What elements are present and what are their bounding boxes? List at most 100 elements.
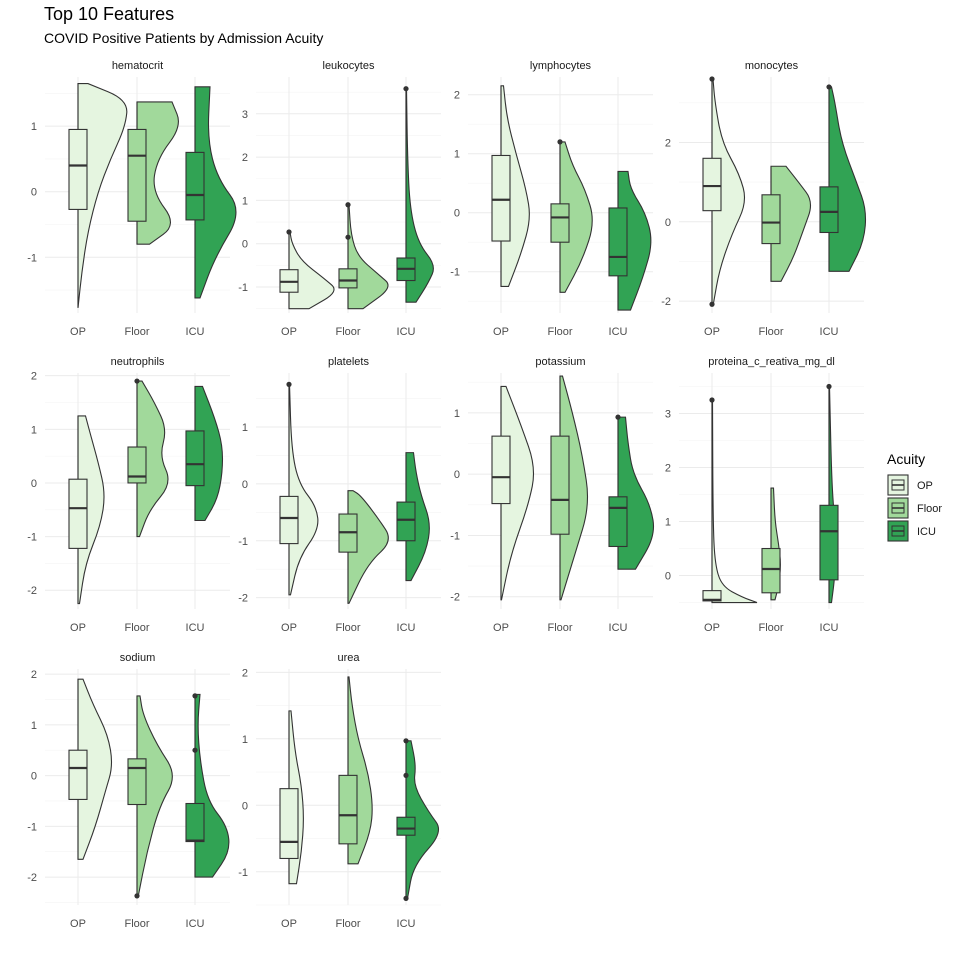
panel-title: urea (337, 652, 360, 664)
group-floor (127, 378, 169, 538)
group-icu (396, 738, 440, 901)
group-op (279, 381, 319, 596)
y-tick-label: -2 (661, 296, 671, 308)
legend-label: Floor (917, 503, 942, 515)
chart-title: Top 10 Features (44, 4, 174, 24)
y-tick-label: 2 (242, 667, 248, 679)
y-tick-label: 0 (31, 187, 37, 199)
box (68, 128, 88, 210)
panel-lymphocytes: lymphocytes -1 0 1 2 OP Floor ICU (450, 60, 653, 338)
box (702, 157, 722, 212)
y-tick-label: 3 (242, 109, 248, 121)
group-icu (185, 86, 237, 299)
facet-panels: hematocrit -1 0 1 OP Floor ICU leukocytes -1 0 1 2 3… (27, 60, 867, 930)
x-tick-label: ICU (397, 918, 416, 930)
legend-label: ICU (917, 526, 936, 538)
group-floor (127, 695, 173, 899)
x-tick-label: Floor (335, 326, 360, 338)
box (491, 435, 511, 505)
panel-title: hematocrit (112, 60, 163, 72)
outlier-point (286, 381, 292, 387)
violin (347, 490, 389, 604)
x-tick-label: ICU (186, 326, 205, 338)
y-tick-label: 1 (242, 422, 248, 434)
violin (711, 78, 746, 304)
panel-title: neutrophils (111, 356, 165, 368)
group-op (68, 83, 128, 308)
y-tick-label: 0 (665, 571, 671, 583)
box (550, 435, 570, 535)
x-tick-label: OP (704, 622, 720, 634)
y-tick-label: 0 (242, 239, 248, 251)
y-tick-label: 0 (665, 217, 671, 229)
group-icu (185, 385, 224, 522)
violin (194, 86, 237, 299)
y-tick-label: 3 (665, 409, 671, 421)
violin (711, 399, 758, 604)
violin (136, 695, 173, 898)
box (819, 504, 839, 581)
group-op (279, 229, 335, 310)
outlier-point (192, 693, 198, 699)
legend-label: OP (917, 480, 933, 492)
group-floor (338, 490, 389, 604)
box (68, 749, 88, 800)
violin (288, 231, 335, 310)
x-tick-label: Floor (335, 918, 360, 930)
violin (405, 452, 430, 582)
group-icu (608, 170, 652, 311)
box (279, 495, 299, 545)
outlier-point (709, 301, 715, 307)
group-op (68, 678, 113, 860)
y-tick-label: 1 (665, 517, 671, 529)
panel-title: proteina_c_reativa_mg_dl (708, 356, 835, 368)
violin (77, 415, 105, 605)
outlier-point (345, 234, 351, 240)
outlier-point (615, 414, 621, 420)
outlier-point (134, 378, 140, 384)
outlier-point (826, 84, 832, 90)
box (491, 154, 511, 242)
outlier-point (403, 772, 409, 778)
violin (136, 101, 179, 245)
group-op (702, 76, 746, 307)
group-op (491, 385, 535, 601)
group-floor (127, 101, 179, 245)
x-tick-label: Floor (758, 326, 783, 338)
box (608, 207, 628, 277)
x-tick-label: OP (493, 622, 509, 634)
violin (828, 86, 867, 272)
outlier-point (192, 747, 198, 753)
y-tick-label: -1 (27, 252, 37, 264)
y-tick-label: 0 (242, 800, 248, 812)
x-tick-label: ICU (186, 622, 205, 634)
group-icu (819, 383, 839, 604)
y-tick-label: 2 (665, 463, 671, 475)
box (127, 446, 147, 484)
x-tick-label: ICU (397, 622, 416, 634)
violin (288, 383, 319, 596)
panel-sodium: sodium -2 -1 0 1 2 OP Floor ICU (27, 652, 230, 930)
x-tick-label: Floor (124, 326, 149, 338)
x-tick-label: ICU (820, 326, 839, 338)
panel-title: monocytes (745, 60, 799, 72)
box (185, 430, 205, 487)
x-tick-label: Floor (124, 622, 149, 634)
group-floor (550, 139, 593, 293)
x-tick-label: ICU (820, 622, 839, 634)
box (185, 151, 205, 221)
box (338, 268, 358, 289)
y-tick-label: 1 (242, 195, 248, 207)
chart-subtitle: COVID Positive Patients by Admission Acu… (44, 30, 323, 46)
panel-title: lymphocytes (530, 60, 592, 72)
group-icu (396, 86, 434, 303)
x-tick-label: ICU (397, 326, 416, 338)
y-tick-label: -1 (238, 282, 248, 294)
box (185, 802, 205, 843)
group-floor (338, 676, 373, 865)
y-tick-label: 0 (454, 469, 460, 481)
y-tick-label: -2 (450, 592, 460, 604)
y-tick-label: -1 (238, 867, 248, 879)
group-floor (550, 375, 589, 601)
